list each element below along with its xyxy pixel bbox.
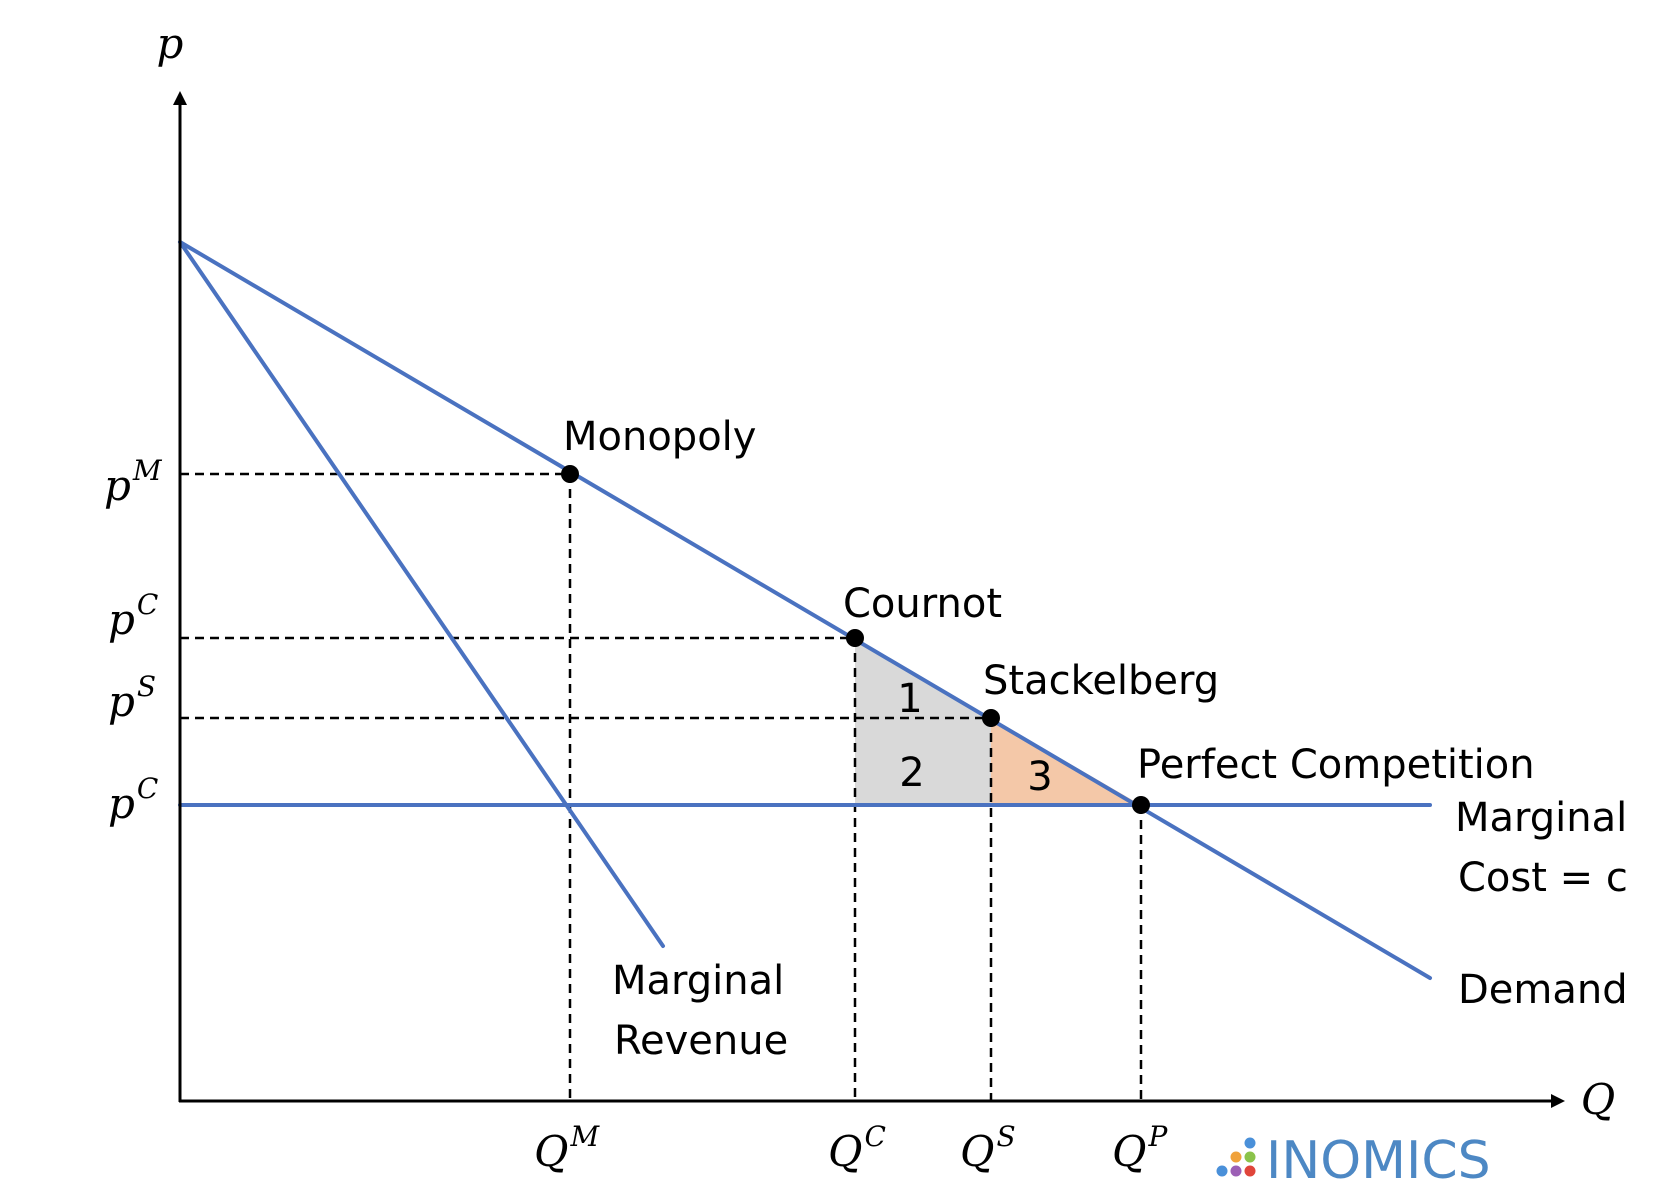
y-tick-label-pc: pC xyxy=(108,588,158,644)
monopoly-point xyxy=(561,465,579,483)
inomics-wordmark: INOMICS xyxy=(1266,1131,1491,1191)
stackelberg-point xyxy=(982,709,1000,727)
monopoly-label: Monopoly xyxy=(563,414,756,460)
x-tick-label-qm: QM xyxy=(534,1120,600,1176)
marginal-cost-label-line2: Cost = c xyxy=(1458,855,1628,901)
cournot-label: Cournot xyxy=(843,581,1002,627)
region-1-label: 1 xyxy=(897,676,922,722)
marginal-revenue-label-line2: Revenue xyxy=(614,1018,788,1064)
region-3-label: 3 xyxy=(1027,754,1052,800)
x-tick-label-qc: QC xyxy=(828,1120,886,1176)
y-tick-label-c: pC xyxy=(108,772,158,828)
y-axis-label: p xyxy=(157,19,184,68)
marginal-revenue-label-line1: Marginal xyxy=(612,958,784,1004)
x-axis-label: Q xyxy=(1581,1075,1615,1124)
x-tick-label-qp: QP xyxy=(1112,1120,1168,1176)
x-tick-label-qs: QS xyxy=(960,1120,1016,1176)
demand-label: Demand xyxy=(1458,967,1628,1013)
region-2-shape xyxy=(855,718,991,805)
perfect-competition-label: Perfect Competition xyxy=(1137,742,1535,788)
inomics-logo: INOMICS xyxy=(1216,1131,1491,1191)
perfect-competition-point xyxy=(1132,796,1150,814)
marginal-cost-label-line1: Marginal xyxy=(1455,795,1627,841)
y-tick-label-ps: pS xyxy=(108,670,156,726)
y-tick-label-pm: pM xyxy=(104,454,163,510)
marginal-revenue-curve xyxy=(178,240,665,948)
region-2-label: 2 xyxy=(899,750,924,796)
inomics-dots-icon xyxy=(1216,1137,1256,1177)
cournot-point xyxy=(846,629,864,647)
demand-curve xyxy=(178,240,1432,980)
stackelberg-label: Stackelberg xyxy=(983,658,1219,704)
